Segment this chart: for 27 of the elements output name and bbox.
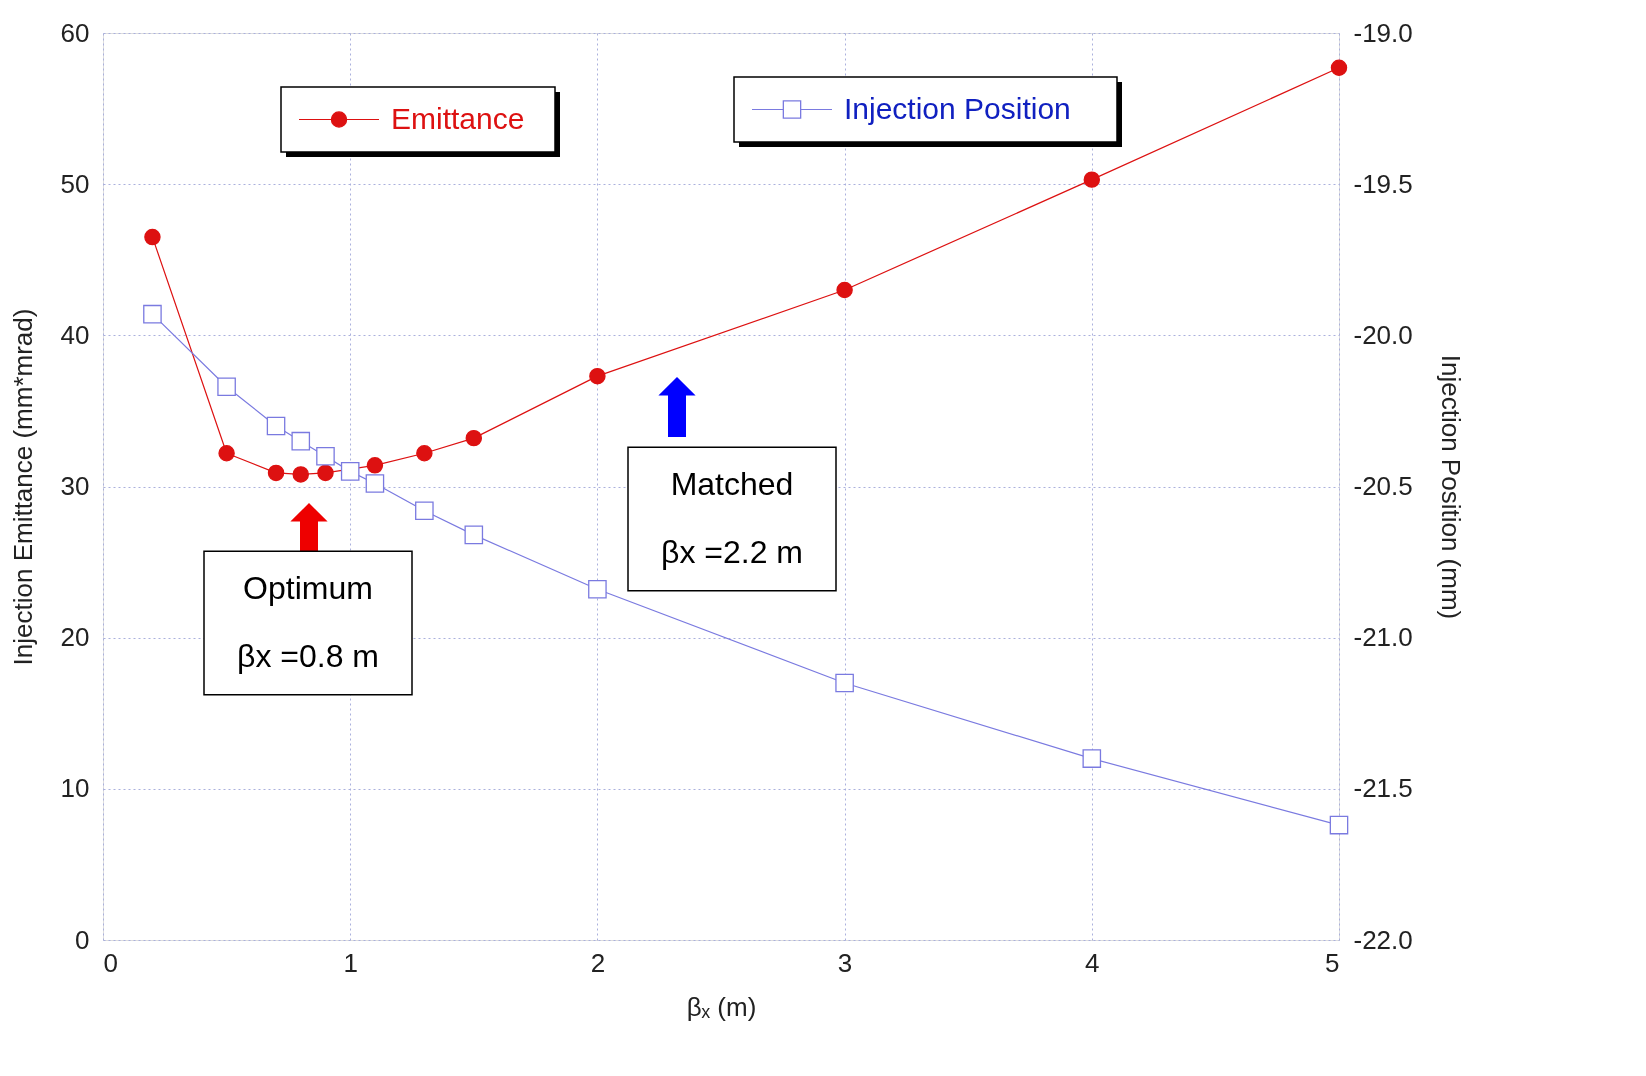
annotation: Matched βx =2.2 m: [660, 466, 804, 570]
y2-axis-title: Injection Position (mm): [1435, 354, 1466, 620]
x-tick-label: 2: [590, 947, 606, 978]
y2-tick-label: -20.0: [1353, 319, 1413, 350]
x-tick-label: 5: [1325, 947, 1340, 978]
x-tick-label: 1: [343, 947, 358, 978]
y-tick-label: 20: [60, 622, 90, 653]
annotation: Optimum βx =0.8 m: [236, 570, 380, 674]
y-tick-label: 30: [60, 471, 90, 501]
y2-tick-label: -19.5: [1353, 168, 1413, 199]
y-tick-label: 40: [60, 319, 90, 350]
y-axis-title: Injection Emittance (mm*mrad): [7, 308, 38, 666]
y-tick-label: 60: [60, 17, 90, 48]
x-tick-label: 0: [103, 947, 118, 978]
x-axis-title: βₓ (m): [686, 991, 757, 1022]
y-tick-label: 50: [60, 168, 90, 199]
y2-tick-label: -21.5: [1353, 773, 1413, 804]
y-tick-label: 10: [60, 773, 90, 804]
legend-label: Emittance: [391, 101, 525, 135]
y2-tick-label: -19.0: [1353, 17, 1413, 48]
legend-label: Injection Position: [844, 91, 1071, 125]
y2-tick-label: -20.5: [1353, 471, 1413, 501]
y2-tick-label: -22.0: [1353, 924, 1413, 955]
x-tick-label: 4: [1085, 947, 1100, 978]
y2-tick-label: -21.0: [1353, 622, 1413, 653]
x-tick-label: 3: [837, 947, 853, 978]
y-tick-label: 0: [75, 924, 90, 955]
